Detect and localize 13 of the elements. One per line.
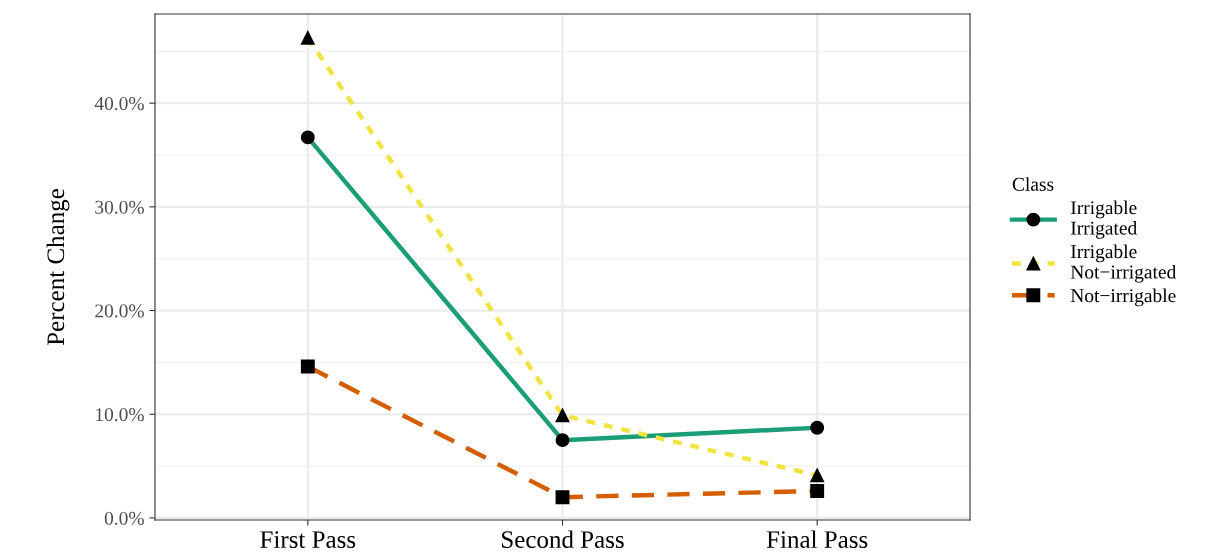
y-tick-label: 30.0% xyxy=(95,200,144,214)
y-axis-title: Percent Change xyxy=(46,189,70,346)
y-tick-label: 0.0% xyxy=(104,511,144,525)
x-tick-label: Final Pass xyxy=(766,530,868,549)
legend-label: Irrigable Irrigated xyxy=(1070,200,1137,239)
legend-title: Class xyxy=(1012,177,1054,191)
legend-label: Not−irrigable xyxy=(1070,288,1176,307)
y-tick-label: 40.0% xyxy=(94,96,144,111)
x-tick-label: First Pass xyxy=(260,531,356,549)
legend-label: Irrigable Not−irrigated xyxy=(1070,244,1177,283)
x-tick-label: Second Pass xyxy=(502,530,624,549)
y-tick-label: 20.0% xyxy=(95,304,144,318)
y-tick-label: 10.0% xyxy=(96,408,144,422)
